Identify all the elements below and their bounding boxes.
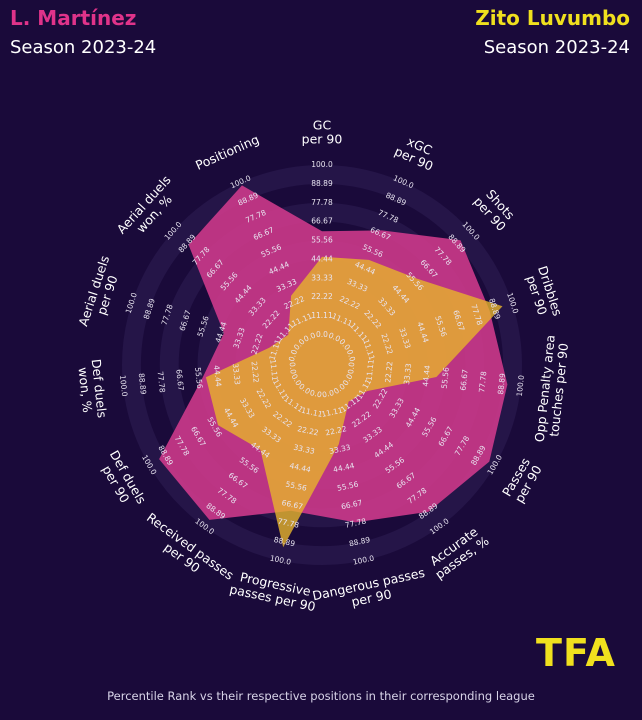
tick-label: 44.44 [212, 365, 223, 388]
tick-label: 44.44 [332, 461, 355, 474]
tick-label: 33.33 [293, 443, 316, 456]
tfa-logo-text: TFA [536, 631, 616, 672]
tick-label: 22.22 [297, 424, 320, 437]
tick-label: 66.67 [311, 217, 333, 226]
tick-label: 0.0 [321, 388, 335, 399]
tick-label: 88.89 [273, 535, 296, 548]
player2-name: Zito Luvumbo [475, 6, 630, 30]
tick-label: 0.0 [302, 331, 317, 344]
player2-season: Season 2023-24 [483, 37, 630, 58]
footer-note: Percentile Rank vs their respective posi… [107, 689, 535, 703]
tick-label: 0.0 [287, 348, 299, 362]
tick-label: 55.56 [285, 480, 308, 493]
player1-name: L. Martínez [10, 6, 137, 30]
tick-label: 100.0 [352, 553, 375, 566]
tick-label: 22.22 [383, 361, 394, 384]
tick-label: 77.78 [344, 517, 367, 530]
axis-label-line: won, % [75, 366, 95, 413]
player1-season: Season 2023-24 [10, 37, 157, 58]
tick-label: 66.67 [340, 498, 363, 511]
tick-label: 33.33 [328, 443, 351, 456]
tick-label: 77.78 [277, 517, 300, 530]
tick-label: 11.11 [268, 359, 279, 382]
tick-label: 55.56 [336, 480, 359, 493]
tick-label: 11.11 [311, 311, 333, 320]
tick-label: 0.0 [316, 330, 328, 339]
axis-label-line: per 90 [302, 132, 343, 147]
tick-label: 66.67 [281, 498, 304, 511]
tick-label: 100.0 [269, 553, 292, 566]
radar-ring-band [121, 164, 523, 566]
axis-label-line: Positioning [193, 132, 261, 173]
tick-label: 44.44 [421, 365, 432, 388]
tick-label: 44.44 [289, 461, 312, 474]
axis-label-line: GC [313, 118, 332, 133]
tick-label: 0.0 [346, 361, 356, 374]
tick-label: 0.0 [288, 362, 298, 375]
tick-label: 22.22 [325, 424, 348, 437]
tick-label: 0.0 [309, 388, 323, 399]
radar-polygons [159, 185, 508, 548]
tick-label: 88.89 [496, 372, 507, 395]
tick-label: 88.89 [137, 373, 148, 396]
tick-label: 100.0 [311, 160, 333, 169]
tick-label: 22.22 [249, 361, 260, 384]
axis-label-line: Def duels [89, 358, 110, 418]
tick-label: 55.56 [440, 367, 451, 390]
tick-label: 33.33 [311, 273, 333, 282]
series-polygon-2 [205, 256, 503, 548]
tick-label: 33.33 [402, 363, 413, 386]
tick-label: 0.0 [327, 331, 342, 344]
tick-label: 77.78 [156, 371, 167, 394]
tick-label: 100.0 [515, 374, 526, 397]
tick-label: 88.89 [348, 535, 371, 548]
axis-label: Positioning [193, 132, 261, 173]
tick-label: 66.67 [459, 369, 470, 392]
tick-label: 55.56 [193, 367, 204, 390]
tick-label: 11.11 [300, 406, 323, 419]
tick-label: 55.56 [311, 236, 333, 245]
tick-label: 44.44 [311, 255, 333, 264]
tick-label: 22.22 [311, 292, 333, 301]
tick-label: 33.33 [231, 363, 242, 386]
tick-label: 100.0 [118, 375, 129, 398]
tick-label: 88.89 [311, 179, 333, 188]
tick-label: 66.67 [174, 369, 185, 392]
tfa-logo: TFA [536, 631, 616, 672]
tick-label: 0.0 [345, 348, 357, 362]
tick-label: 77.78 [477, 371, 488, 394]
tick-label: 11.11 [365, 359, 376, 382]
tick-label: 11.11 [321, 406, 344, 419]
tick-label: 77.78 [311, 198, 333, 207]
